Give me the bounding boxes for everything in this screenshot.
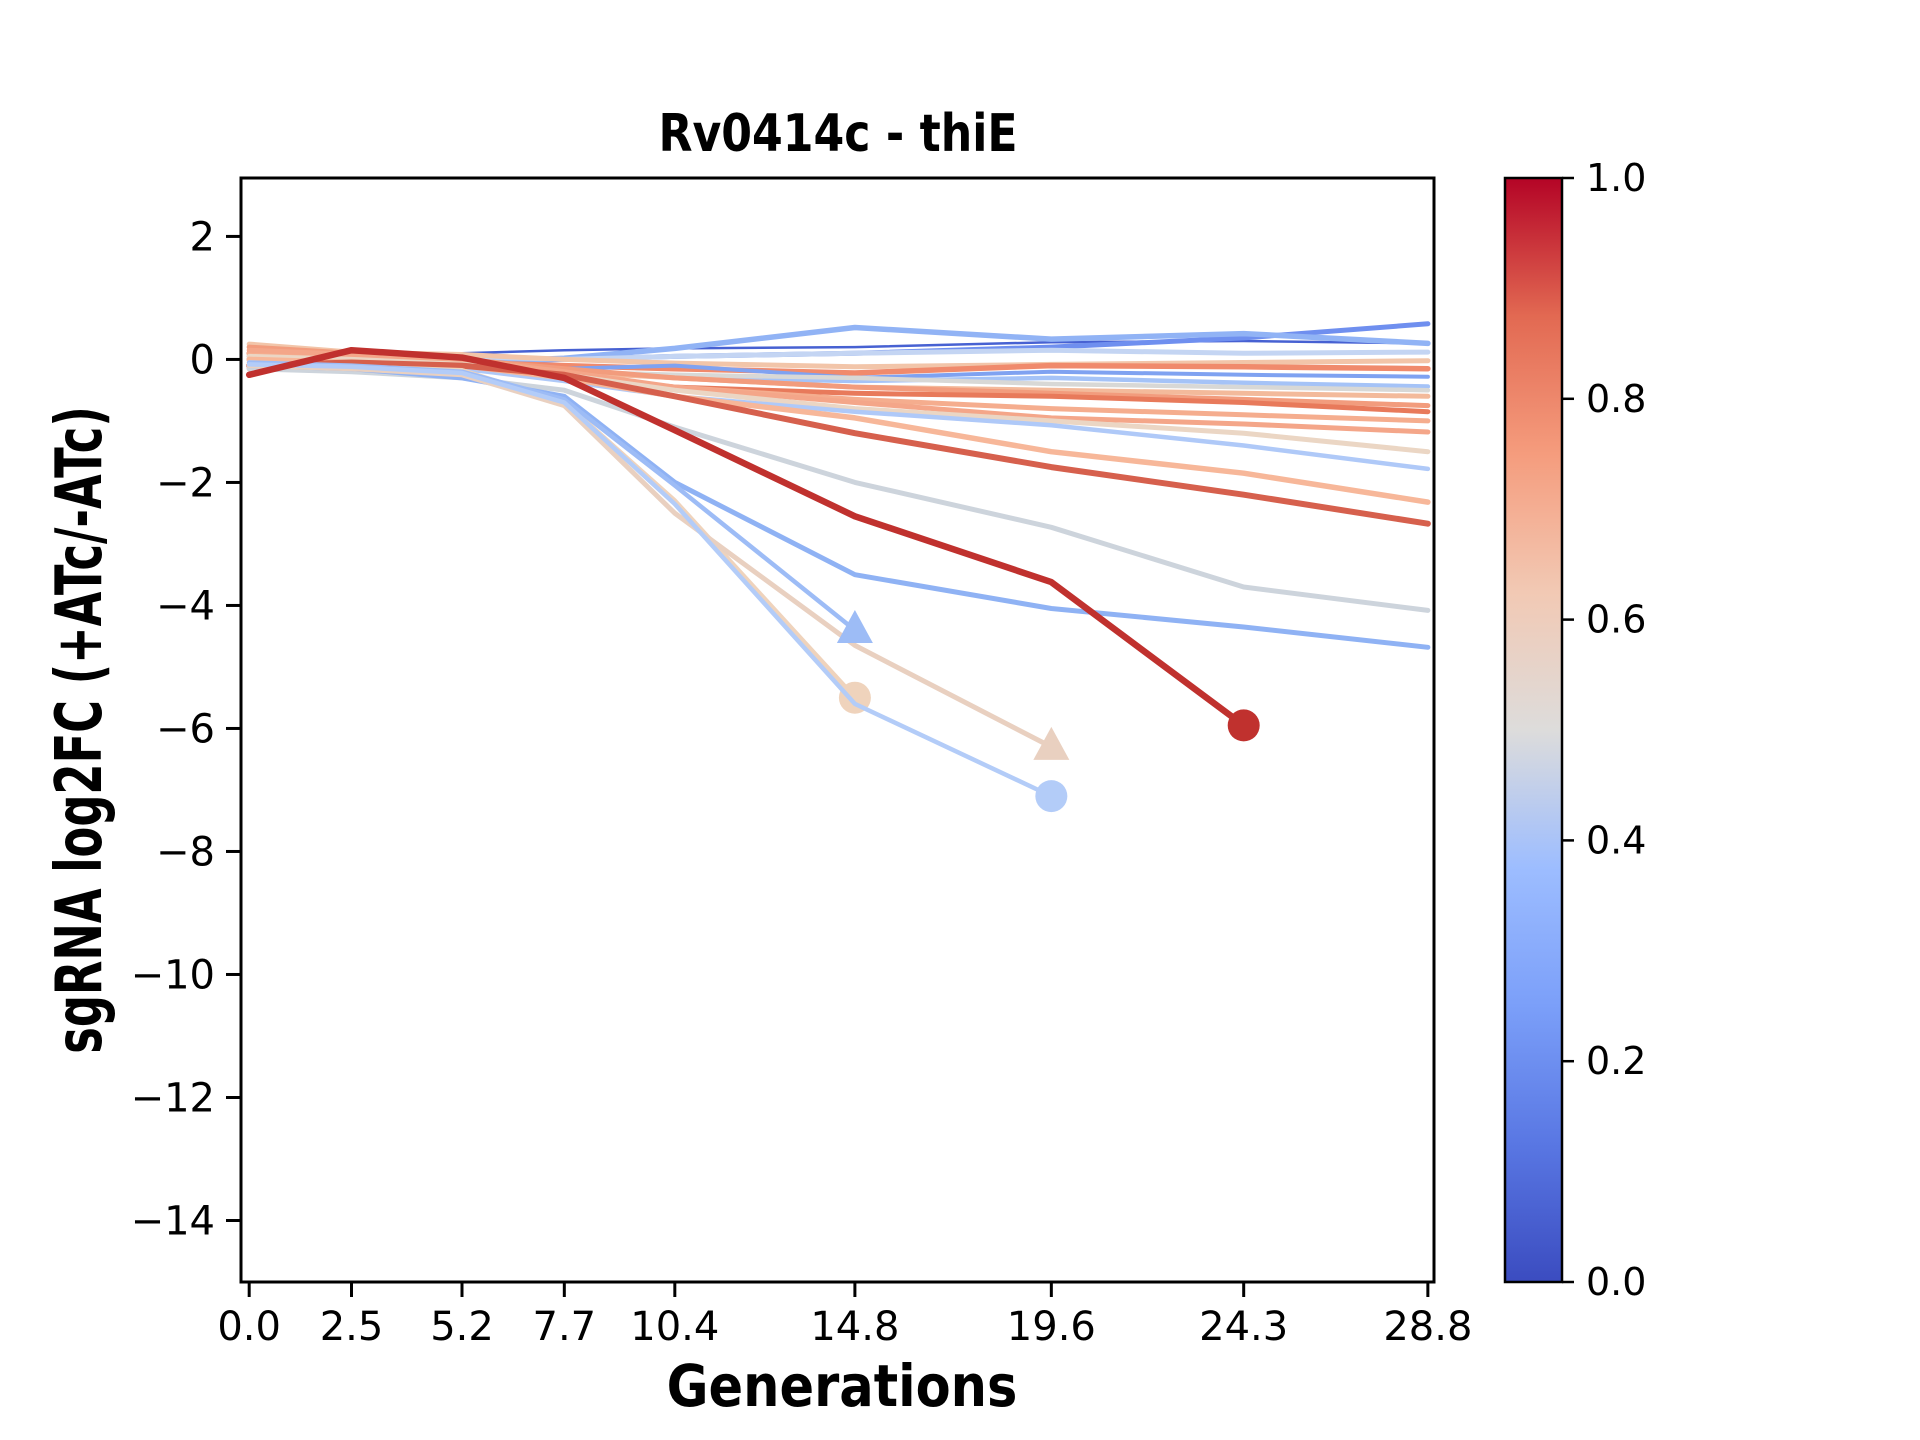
x-axis-label-text: Generations [666, 1352, 1018, 1420]
colorbar-tick-label: 0.0 [1586, 1260, 1646, 1304]
series-line-line-18 [246, 359, 1431, 527]
x-tick-label: 10.4 [630, 1304, 719, 1350]
x-tick-label: 24.3 [1199, 1304, 1288, 1350]
y-tick-label: −10 [131, 952, 215, 998]
colorbar-tick-label: 0.8 [1586, 377, 1646, 421]
series-line-line-25 [245, 346, 1247, 729]
x-tick-label: 14.8 [810, 1304, 899, 1350]
series-end-triangle-marker-line-22 [1033, 726, 1070, 760]
x-tick-label: 19.6 [1007, 1304, 1096, 1350]
colorbar-tick-label: 1.0 [1586, 156, 1646, 200]
y-tick-label: −4 [156, 583, 215, 629]
series-group [245, 321, 1431, 813]
y-tick-label: −8 [156, 829, 215, 875]
y-tick-label: −14 [131, 1198, 215, 1244]
x-tick-label: 28.8 [1383, 1304, 1472, 1350]
y-axis-label: sgRNA log2FC (+ATc/-ATc) [43, 267, 117, 1192]
series-line-line-14 [246, 347, 1431, 435]
colorbar-tick-label: 0.4 [1586, 818, 1646, 862]
series-end-circle-marker-line-25 [1227, 709, 1260, 742]
chart-title: Rv0414c - thiE [627, 104, 1050, 164]
chart-title-text: Rv0414c - thiE [658, 104, 1018, 164]
colorbar-tick-label: 0.6 [1586, 598, 1646, 642]
x-tick-label: 2.5 [320, 1304, 384, 1350]
colorbar-gradient-bar [1505, 178, 1562, 1282]
x-axis-label: Generations [643, 1352, 1042, 1420]
series-end-triangle-marker-line-23 [836, 610, 873, 644]
axes-frame [239, 176, 1436, 1284]
x-tick-label: 0.0 [217, 1304, 281, 1350]
y-tick-label: −6 [156, 706, 215, 752]
x-tick-label: 7.7 [533, 1304, 597, 1350]
colorbar-tick-label: 0.2 [1586, 1039, 1646, 1083]
series-end-circle-marker-line-24 [1035, 780, 1068, 813]
y-tick-label: −2 [156, 460, 215, 506]
colorbar-outline [1503, 176, 1564, 1284]
series-line-line-24 [246, 362, 1054, 799]
y-axis-label-text: sgRNA log2FC (+ATc/-ATc) [43, 406, 117, 1054]
y-tick-label: −12 [131, 1075, 215, 1121]
x-tick-label: 5.2 [430, 1304, 494, 1350]
y-tick-label: 2 [190, 214, 215, 260]
y-tick-label: 0 [190, 337, 215, 383]
